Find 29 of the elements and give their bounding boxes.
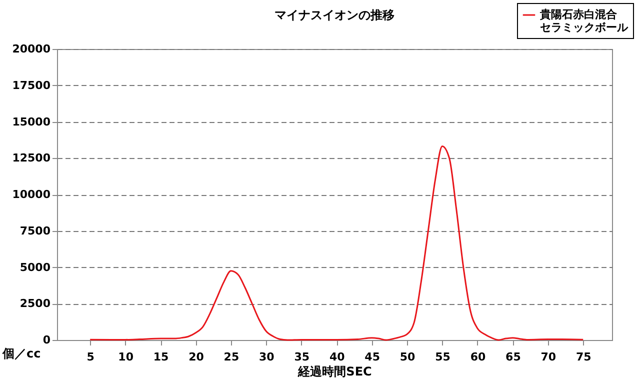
- y-tick-label: 15000: [12, 115, 51, 128]
- x-tick-label: 50: [400, 350, 416, 364]
- y-tick-label: 12500: [12, 152, 51, 165]
- x-tick-label: 60: [470, 350, 486, 364]
- y-tick-label: 20000: [12, 42, 51, 56]
- x-tick-label: 40: [329, 350, 346, 364]
- y-tick-label: 0: [42, 334, 51, 346]
- x-axis-title: 経過時間SEC: [297, 364, 372, 378]
- y-tick-label: 5000: [20, 260, 51, 274]
- y-tick-label: 17500: [12, 78, 51, 92]
- x-tick-label: 75: [576, 350, 592, 364]
- x-tick-label: 5: [86, 350, 94, 364]
- legend-label: 貴陽石赤白混合セラミックボール: [539, 8, 629, 34]
- chart-title: マイナスイオンの推移: [274, 8, 394, 22]
- x-tick-label: 65: [506, 350, 521, 364]
- x-tick-label: 35: [294, 350, 310, 364]
- y-tick-label: 10000: [12, 188, 51, 201]
- y-tick-label: 7500: [20, 224, 51, 238]
- y-tick-label: 2500: [20, 297, 51, 310]
- x-tick-label: 30: [259, 350, 275, 364]
- x-tick-label: 70: [540, 350, 556, 364]
- x-tick-label: 25: [224, 350, 240, 364]
- x-tick-label: 55: [435, 350, 450, 364]
- x-tick-label: 45: [364, 350, 380, 364]
- y-axis-title: 個／cc: [2, 346, 41, 360]
- x-tick-label: 10: [118, 350, 134, 364]
- x-tick-label: 20: [188, 350, 204, 364]
- line-series: [89, 145, 584, 341]
- x-tick-label: 15: [153, 350, 169, 364]
